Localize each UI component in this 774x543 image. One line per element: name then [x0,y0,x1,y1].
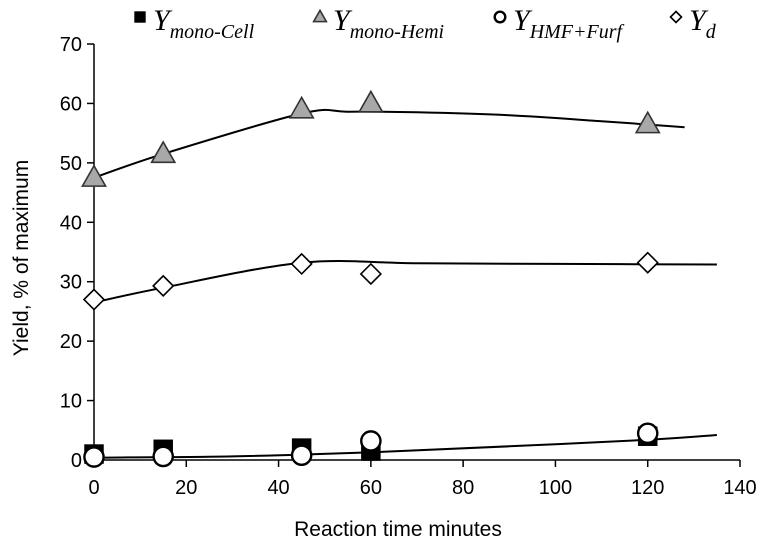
y-tick-label: 20 [60,331,82,353]
legend-label-main: Y [689,4,709,37]
y-tick-label: 30 [60,272,82,294]
legend-label-hmf: YHMF+Furf [513,4,625,43]
legend-label-cell: Ymono-Cell [153,4,255,43]
legend-label-main: Y [513,4,533,37]
point-d [82,288,106,311]
legend-label-main: Y [333,4,353,37]
point-hmf [636,422,659,445]
x-axis-title: Reaction time minutes [294,518,502,541]
point-hemi [150,140,177,164]
point-d [290,252,313,276]
legend-label-main: Y [153,4,173,37]
x-tick-label: 60 [360,477,382,499]
x-tick-label: 100 [539,477,572,499]
y-tick-label: 60 [60,93,82,115]
point-hemi [81,164,107,187]
point-hmf [83,446,105,468]
point-d [152,274,175,298]
x-tick-label: 40 [267,477,289,499]
legend-label-d: Yd [689,4,717,43]
point-hmf [360,430,382,452]
x-tick-label: 20 [175,477,197,499]
x-tick-label: 0 [88,477,99,499]
trend-line-hemi [93,108,685,179]
y-ticks: 0 10 20 30 40 50 60 70 [60,34,94,472]
legend-label-sub: mono-Cell [170,21,255,43]
legend-item-hmf: YHMF+Furf [493,4,625,43]
trend-lines [93,108,717,459]
legend-item-d: Yd [669,4,717,43]
legend-marker-cell [134,11,146,23]
x-ticks: 0 20 40 60 80 100 120 140 [88,460,757,499]
legend-label-hemi: Ymono-Hemi [333,4,444,43]
legend-marker-hemi [312,8,328,23]
point-hemi [634,110,661,134]
legend-label-sub: HMF+Furf [529,21,625,43]
legend-marker-hmf [493,10,507,24]
point-hemi [357,89,384,113]
trend-line-d [93,260,717,304]
legend-label-sub: mono-Hemi [350,21,444,43]
y-tick-label: 70 [60,34,82,56]
point-hmf [290,444,313,467]
trend-line-cell-hmf [93,434,717,459]
y-tick-label: 40 [60,212,82,234]
x-tick-label: 80 [452,477,474,499]
point-d [636,251,659,274]
legend-item-hemi: Ymono-Hemi [312,4,444,43]
y-tick-label: 50 [60,153,82,175]
point-hemi [288,95,315,119]
y-tick-label: 0 [71,450,82,472]
y-tick-label: 10 [60,391,82,413]
point-d [359,262,382,286]
axes [93,44,740,461]
data-points [81,89,661,468]
legend-item-cell: Ymono-Cell [134,4,255,43]
x-tick-label: 140 [723,477,756,499]
y-axis-title: Yield, % of maximum [10,160,33,356]
legend-marker-d [669,10,683,24]
legend: Ymono-Cell Ymono-Hemi YHMF+Furf Yd [134,4,717,43]
legend-label-sub: d [706,21,717,43]
x-tick-label: 120 [631,477,664,499]
point-hmf [152,445,175,468]
